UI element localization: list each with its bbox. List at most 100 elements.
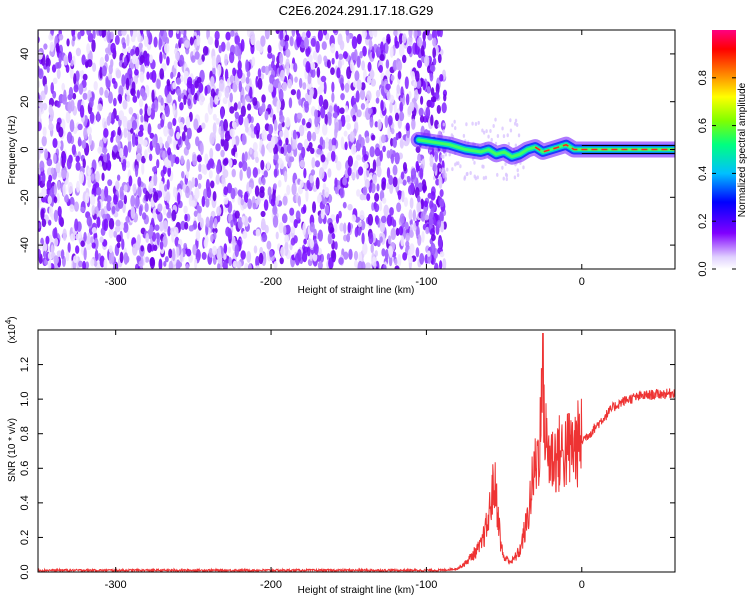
noise-cell: [289, 207, 295, 216]
noise-cell: [331, 233, 336, 240]
noise-cell: [38, 80, 41, 88]
noise-cell: [260, 222, 267, 231]
noise-cell: [398, 43, 405, 57]
noise-cell: [159, 68, 165, 80]
noise-cell: [406, 45, 412, 55]
noise-cell: [91, 204, 96, 216]
noise-cell: [430, 228, 436, 237]
noise-cell: [401, 33, 407, 44]
noise-cell: [294, 253, 301, 266]
noise-cell: [424, 214, 429, 221]
noise-cell: [381, 197, 387, 204]
noise-cell: [294, 76, 298, 83]
noise-cell: [436, 219, 442, 229]
noise-cell: [80, 240, 85, 248]
noise-cell: [334, 177, 338, 188]
noise-cell: [441, 102, 447, 114]
noise-cell: [398, 111, 405, 122]
noise-cell: [144, 202, 149, 213]
noise-cell: [145, 190, 149, 202]
noise-cell: [306, 130, 312, 142]
noise-cell: [386, 167, 391, 179]
noise-cell: [252, 202, 257, 210]
noise-cell: [108, 91, 113, 104]
noise-cell: [75, 161, 81, 171]
noise-cell: [343, 222, 347, 235]
noise-cell: [313, 243, 319, 255]
noise-cell: [427, 250, 431, 257]
noise-cell: [317, 229, 324, 242]
noise-cell: [234, 135, 240, 146]
noise-cell: [415, 70, 420, 82]
noise-cell: [322, 198, 328, 205]
noise-cell: [229, 128, 235, 138]
noise-cell: [328, 257, 334, 269]
noise-cell: [209, 147, 214, 160]
noise-cell: [172, 82, 177, 90]
noise-cell: [123, 127, 128, 139]
noise-cell: [302, 82, 307, 90]
noise-cell: [33, 138, 36, 148]
noise-cell: [223, 197, 229, 205]
noise-cell: [53, 152, 57, 164]
noise-cell: [375, 89, 381, 98]
noise-cell: [394, 152, 400, 165]
noise-cell: [297, 142, 303, 151]
noise-cell: [284, 234, 289, 245]
noise-cell: [240, 198, 245, 206]
noise-cell: [284, 34, 290, 42]
noise-cell: [444, 152, 448, 157]
noise-cell: [409, 230, 414, 239]
noise-cell: [59, 140, 64, 152]
noise-cell: [263, 199, 269, 211]
noise-cell: [242, 160, 248, 172]
noise-cell: [435, 178, 440, 186]
noise-cell: [400, 171, 405, 180]
noise-cell: [163, 206, 167, 216]
noise-cell: [107, 179, 113, 187]
noise-cell: [86, 215, 92, 227]
noise-cell: [432, 176, 436, 181]
noise-cell: [144, 53, 148, 67]
noise-cell: [356, 55, 361, 68]
noise-cell: [79, 104, 85, 118]
noise-cell: [291, 30, 296, 37]
noise-cell: [277, 194, 281, 201]
noise-cell: [378, 64, 383, 73]
noise-cell: [95, 186, 102, 196]
noise-cell: [338, 53, 344, 60]
spectrogram-y-tick-label: -20: [19, 189, 31, 205]
noise-cell: [379, 220, 386, 233]
noise-cell: [129, 30, 134, 37]
noise-cell: [242, 95, 246, 109]
noise-cell: [381, 248, 386, 257]
noise-cell: [100, 188, 105, 202]
noise-cell: [501, 165, 504, 170]
noise-cell: [331, 81, 335, 93]
colorbar: 0.0 0.2 0.4 0.6 0.8 Normalized spectral ampl…: [697, 30, 748, 277]
noise-cell: [215, 163, 221, 175]
noise-cell: [108, 245, 113, 253]
noise-cell: [436, 104, 442, 114]
noise-cell: [123, 221, 129, 233]
noise-cell: [388, 246, 393, 258]
noise-cell: [223, 186, 229, 196]
noise-cell: [77, 123, 83, 131]
noise-cell: [163, 157, 170, 168]
noise-cell: [108, 64, 113, 75]
noise-cell: [157, 190, 163, 198]
noise-cell: [307, 72, 312, 85]
noise-cell: [474, 176, 478, 181]
noise-cell: [164, 184, 168, 192]
noise-cell: [80, 206, 85, 213]
noise-cell: [47, 195, 52, 205]
noise-cell: [73, 73, 77, 85]
spectrogram-y-tick-label: 0: [19, 146, 31, 152]
noise-cell: [380, 41, 384, 55]
noise-cell: [193, 118, 199, 131]
noise-cell: [356, 109, 362, 118]
noise-cell: [173, 60, 178, 69]
noise-cell: [351, 214, 357, 223]
noise-cell: [361, 60, 366, 71]
noise-cell: [279, 160, 285, 170]
